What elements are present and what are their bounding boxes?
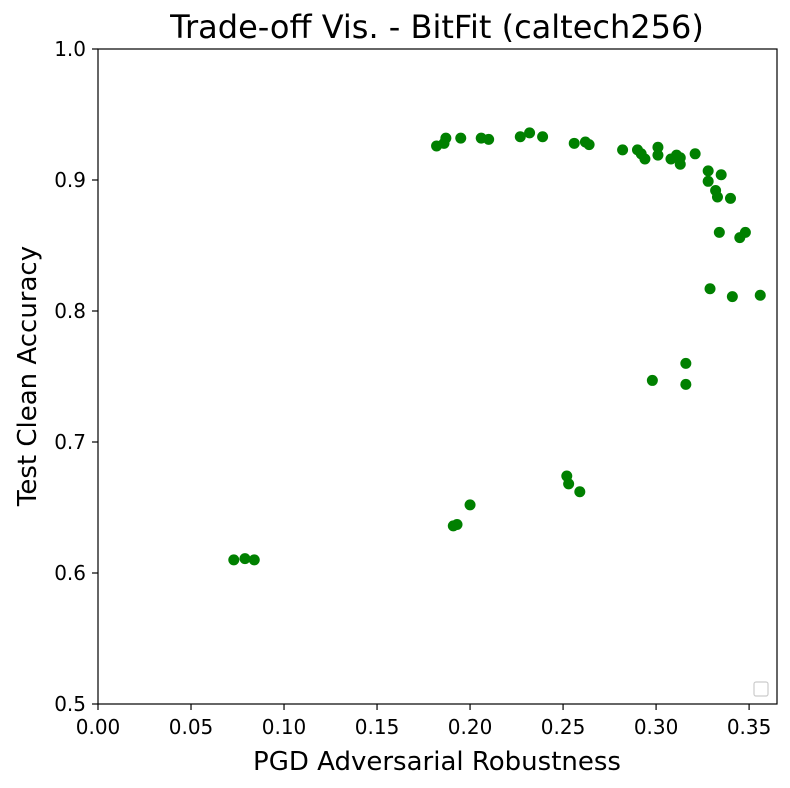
axis-ticks: 0.00 0.05 0.10 0.15 0.20 0.25 0.30 0.35 0.5 0.6 0.… [54, 37, 771, 739]
x-tick-label: 0.20 [448, 715, 493, 739]
scatter-point [715, 169, 727, 181]
y-tick-label: 0.6 [54, 561, 86, 585]
scatter-point [248, 554, 260, 566]
scatter-point [724, 192, 736, 204]
scatter-point [617, 144, 629, 156]
scatter-point [674, 152, 686, 164]
scatter-point [680, 357, 692, 369]
y-tick-label: 0.9 [54, 168, 86, 192]
scatter-point [524, 127, 536, 139]
scatter-point [711, 191, 723, 203]
scatter-point [464, 499, 476, 511]
x-tick-label: 0.00 [76, 715, 121, 739]
scatter-point [680, 378, 692, 390]
scatter-point [702, 175, 714, 187]
x-tick-label: 0.25 [541, 715, 586, 739]
scatter-point [440, 132, 452, 144]
scatter-point [239, 553, 251, 565]
x-tick-label: 0.05 [169, 715, 214, 739]
scatter-point [713, 226, 725, 238]
scatter-point [514, 131, 526, 143]
scatter-point [483, 133, 495, 145]
x-tick-label: 0.35 [727, 715, 772, 739]
y-axis-label: Test Clean Accuracy [13, 246, 43, 507]
scatter-point [451, 519, 463, 531]
scatter-point [568, 137, 580, 149]
chart-title: Trade-off Vis. - BitFit (caltech256) [169, 8, 704, 46]
x-tick-label: 0.10 [262, 715, 307, 739]
legend-box [753, 681, 769, 697]
y-tick-label: 0.5 [54, 692, 86, 716]
scatter-point [228, 554, 240, 566]
y-tick-label: 0.7 [54, 430, 86, 454]
scatter-point [652, 149, 664, 161]
scatter-point [537, 131, 549, 143]
scatter-point [739, 226, 751, 238]
x-tick-label: 0.15 [355, 715, 400, 739]
scatter-point [754, 289, 766, 301]
scatter-point [563, 478, 575, 490]
scatter-point [639, 153, 651, 165]
y-tick-label: 0.8 [54, 299, 86, 323]
scatter-point [704, 283, 716, 295]
scatter-point [702, 165, 714, 177]
scatter-point [689, 148, 701, 160]
scatter-point [726, 291, 738, 303]
x-tick-label: 0.30 [634, 715, 679, 739]
scatter-point [646, 374, 658, 386]
scatter-point [583, 139, 595, 151]
plot-frame [97, 48, 778, 705]
data-points [228, 127, 766, 566]
scatter-point [574, 486, 586, 498]
x-axis-label: PGD Adversarial Robustness [253, 747, 621, 777]
y-tick-label: 1.0 [54, 37, 86, 61]
scatter-point [652, 141, 664, 153]
scatter-point [455, 132, 467, 144]
